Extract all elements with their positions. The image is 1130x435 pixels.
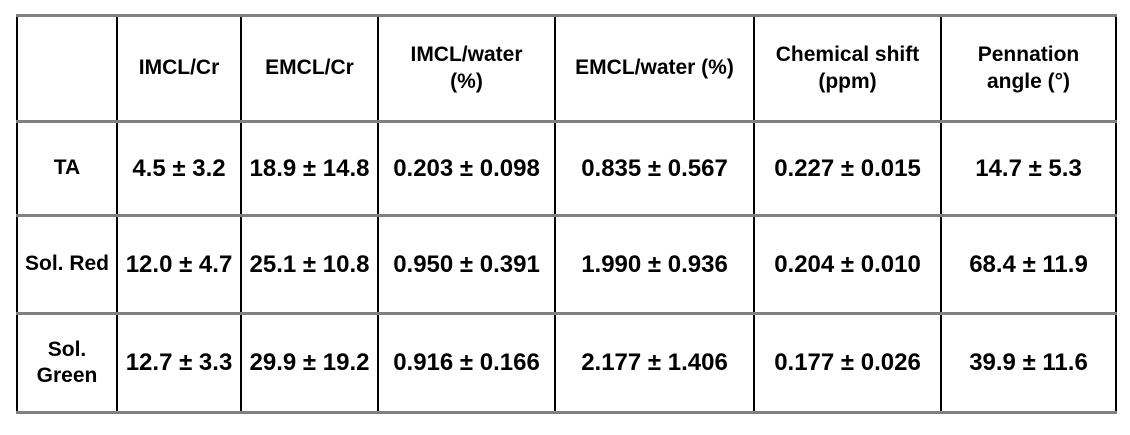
data-cell: 0.835 ± 0.567	[554, 120, 755, 217]
data-cell: 1.990 ± 0.936	[554, 214, 755, 315]
data-cell: 4.5 ± 3.2	[116, 120, 242, 217]
data-cell: 0.916 ± 0.166	[377, 312, 556, 414]
results-table: IMCL/Cr EMCL/Cr IMCL/water (%) EMCL/wate…	[16, 14, 1117, 414]
data-cell: 0.177 ± 0.026	[753, 312, 942, 414]
data-cell: 12.7 ± 3.3	[116, 312, 242, 414]
data-cell: 0.227 ± 0.015	[753, 120, 942, 217]
data-cell: 39.9 ± 11.6	[940, 312, 1117, 414]
table-row-sol-green: Sol. Green 12.7 ± 3.3 29.9 ± 19.2 0.916 …	[16, 312, 1117, 414]
table-header-row: IMCL/Cr EMCL/Cr IMCL/water (%) EMCL/wate…	[16, 14, 1117, 123]
header-cell-empty	[16, 14, 118, 123]
data-cell: 12.0 ± 4.7	[116, 214, 242, 315]
row-label-sol-red: Sol. Red	[16, 214, 118, 315]
data-cell: 25.1 ± 10.8	[240, 214, 379, 315]
data-cell: 68.4 ± 11.9	[940, 214, 1117, 315]
table-row-ta: TA 4.5 ± 3.2 18.9 ± 14.8 0.203 ± 0.098 0…	[16, 120, 1117, 217]
header-cell-imcl-water: IMCL/water (%)	[377, 14, 556, 123]
data-cell: 0.950 ± 0.391	[377, 214, 556, 315]
data-cell: 0.203 ± 0.098	[377, 120, 556, 217]
data-cell: 14.7 ± 5.3	[940, 120, 1117, 217]
data-cell: 2.177 ± 1.406	[554, 312, 755, 414]
header-cell-emcl-cr: EMCL/Cr	[240, 14, 379, 123]
data-cell: 0.204 ± 0.010	[753, 214, 942, 315]
header-cell-emcl-water: EMCL/water (%)	[554, 14, 755, 123]
header-cell-pennation-angle: Pennation angle (°)	[940, 14, 1117, 123]
header-cell-imcl-cr: IMCL/Cr	[116, 14, 242, 123]
data-cell: 18.9 ± 14.8	[240, 120, 379, 217]
table-row-sol-red: Sol. Red 12.0 ± 4.7 25.1 ± 10.8 0.950 ± …	[16, 214, 1117, 315]
row-label-sol-green: Sol. Green	[16, 312, 118, 414]
row-label-ta: TA	[16, 120, 118, 217]
data-cell: 29.9 ± 19.2	[240, 312, 379, 414]
header-cell-chemical-shift: Chemical shift (ppm)	[753, 14, 942, 123]
